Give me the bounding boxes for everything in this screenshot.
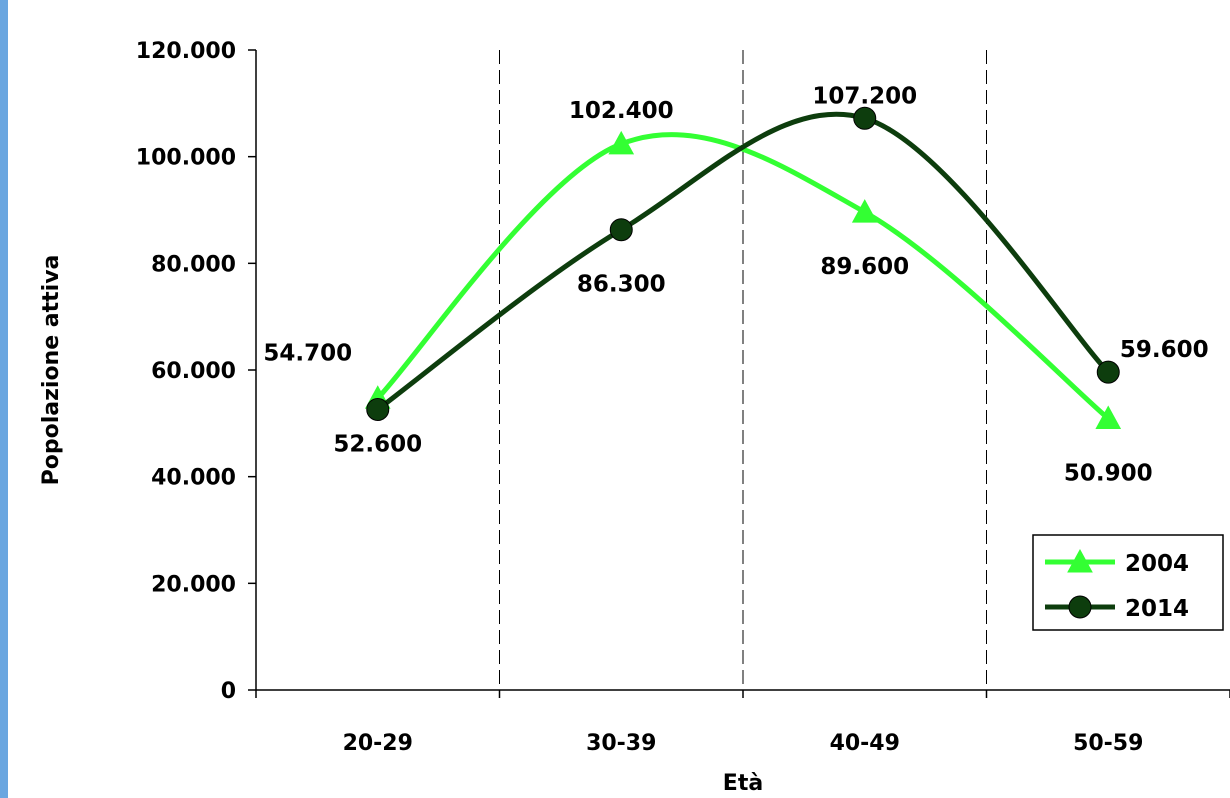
legend-label-2014: 2014 [1125,596,1189,622]
series-line-2004 [375,132,1110,421]
data-point-2004 [1095,405,1122,430]
legend-label-2004: 2004 [1125,551,1189,577]
data-point-2014 [1096,360,1120,384]
data-point-2014 [609,218,633,242]
x-axis-title: Età [723,771,763,796]
legend-box [1032,534,1224,631]
data-label-2014: 107.200 [812,83,917,109]
data-point-2004 [608,130,635,155]
y-tick-label: 60.000 [151,359,236,384]
x-tick-label: 30-39 [586,731,656,756]
y-tick-label: 120.000 [136,39,236,64]
x-tick-label: 50-59 [1073,731,1143,756]
data-point-2014 [853,106,877,130]
data-label-2014: 52.600 [333,431,422,457]
chart-panel: 0 20.000 40.000 60.000 80.000 100.000 120.000 2… [8,0,1230,798]
data-label-2004: 89.600 [820,254,909,280]
y-tick-label: 40.000 [151,466,236,491]
x-tick-label: 20-29 [343,731,413,756]
y-tick-label: 0 [221,679,236,704]
data-point-2004 [851,199,878,223]
grid-layer [499,50,987,690]
y-tick-label: 100.000 [136,146,236,171]
data-point-2014 [366,397,390,421]
legend-marker-2014 [1068,595,1092,619]
data-label-2004: 102.400 [569,98,674,124]
data-label-2014: 86.300 [577,272,666,298]
series-line-2014 [376,111,1111,412]
line-chart: 0 20.000 40.000 60.000 80.000 100.000 120.000 2… [39,39,1230,796]
legend: 2004 2014 [1032,534,1224,631]
axes-layer: 0 20.000 40.000 60.000 80.000 100.000 120.000 2… [136,39,1230,756]
data-labels-layer: 54.700 102.400 89.600 50.900 52.600 86.300 107… [263,83,1208,486]
data-label-2004: 50.900 [1064,461,1153,487]
series-layer [364,106,1122,430]
y-tick-label: 20.000 [151,572,236,597]
data-label-2004: 54.700 [263,340,352,366]
y-axis-title: Popolazione attiva [39,255,64,486]
data-label-2014: 59.600 [1120,337,1209,363]
y-tick-label: 80.000 [151,252,236,277]
legend-marker-2004 [1067,548,1093,573]
x-tick-label: 40-49 [830,731,900,756]
